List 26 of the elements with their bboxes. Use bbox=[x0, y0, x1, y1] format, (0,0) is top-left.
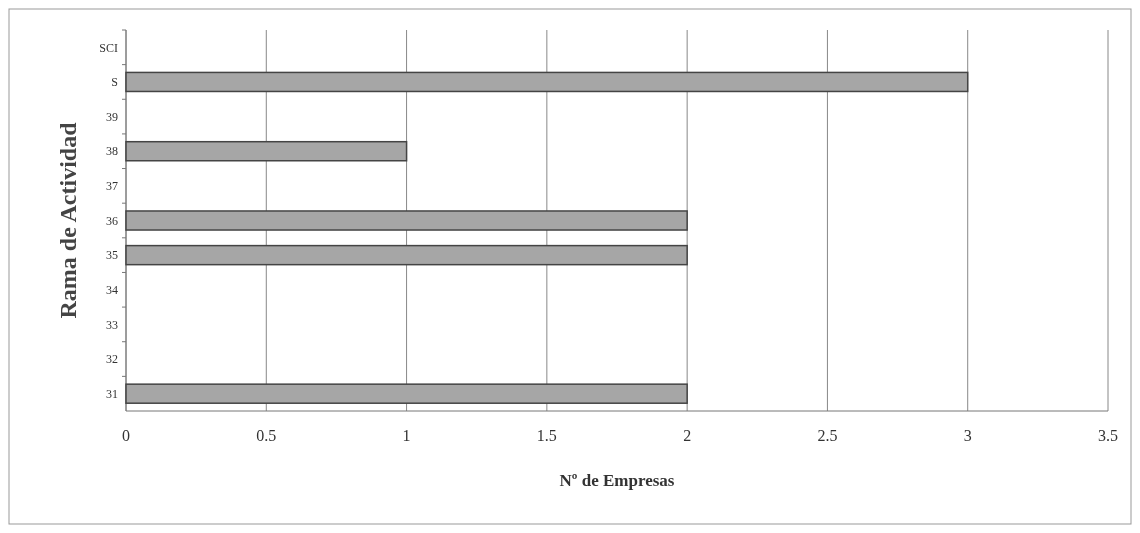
x-axis-title: Nº de Empresas bbox=[559, 471, 675, 490]
y-axis-title: Rama de Actividad bbox=[55, 121, 81, 319]
x-tick-label: 0 bbox=[122, 427, 130, 444]
x-tick-label: 3.5 bbox=[1098, 427, 1118, 444]
y-tick-label: 36 bbox=[106, 213, 118, 228]
bar bbox=[125, 210, 688, 231]
y-tick-label: 35 bbox=[106, 248, 118, 263]
y-tick-label: 32 bbox=[106, 352, 118, 367]
x-tick-label: 2.5 bbox=[817, 427, 838, 444]
x-tick-label: 0.5 bbox=[256, 427, 277, 444]
y-tick-label: 37 bbox=[106, 179, 118, 194]
y-tick-label: S bbox=[111, 75, 118, 90]
bar bbox=[125, 71, 969, 93]
y-tick-label: 31 bbox=[106, 386, 118, 401]
bar bbox=[125, 383, 688, 404]
x-tick-label: 1 bbox=[402, 427, 411, 444]
y-tick-label: 34 bbox=[106, 282, 118, 297]
x-tick-label: 1.5 bbox=[536, 427, 557, 444]
bar bbox=[125, 140, 408, 162]
x-tick-label: 3 bbox=[963, 427, 972, 444]
y-tick-label: 39 bbox=[106, 109, 118, 124]
bar bbox=[125, 244, 688, 266]
y-tick-label: SCI bbox=[99, 40, 118, 55]
y-tick-label: 38 bbox=[106, 144, 118, 159]
y-tick-label: 33 bbox=[106, 317, 118, 332]
x-tick-label: 2 bbox=[683, 427, 692, 444]
